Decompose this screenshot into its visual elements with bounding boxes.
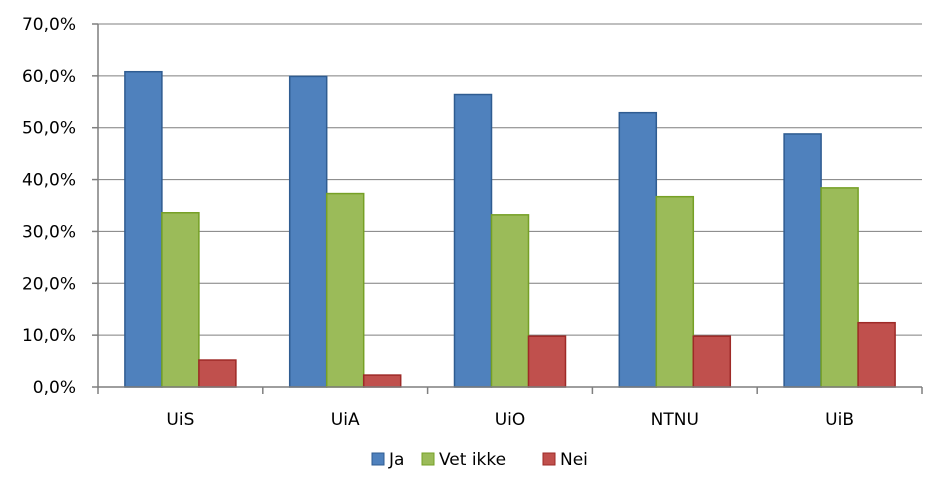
legend: Ja Vet ikke Nei bbox=[371, 450, 588, 470]
x-category-label: UiB bbox=[825, 410, 854, 430]
bar-ja-ntnu bbox=[618, 111, 658, 388]
bar-nei-ntnu bbox=[692, 335, 732, 388]
y-tick-label: 20,0% bbox=[22, 274, 76, 294]
legend-label: Vet ikke bbox=[439, 450, 506, 470]
legend-label: Ja bbox=[388, 450, 404, 470]
bar-ja-uis bbox=[124, 70, 163, 388]
y-tick-label: 10,0% bbox=[22, 326, 76, 346]
legend-label: Nei bbox=[560, 450, 588, 470]
axes bbox=[92, 23, 923, 394]
y-tick-label: 40,0% bbox=[22, 171, 76, 191]
x-axis-category-labels: UiS UiA UiO NTNU UiB bbox=[166, 410, 854, 430]
x-category-label: NTNU bbox=[651, 410, 699, 430]
bars bbox=[124, 70, 896, 388]
bar-nei-uia bbox=[362, 374, 402, 388]
y-tick-label: 60,0% bbox=[22, 67, 76, 87]
bar-vet-ikke-uib bbox=[820, 187, 859, 388]
y-tick-label: 30,0% bbox=[22, 222, 76, 242]
bar-nei-uio bbox=[527, 335, 567, 388]
x-category-label: UiS bbox=[166, 410, 194, 430]
bar-vet-ikke-ntnu bbox=[655, 195, 695, 388]
legend-swatch-nei bbox=[542, 452, 556, 466]
bar-vet-ikke-uio bbox=[490, 214, 530, 388]
x-category-label: UiA bbox=[331, 410, 360, 430]
y-tick-label: 50,0% bbox=[22, 119, 76, 139]
bar-ja-uia bbox=[288, 75, 328, 388]
x-category-label: UiO bbox=[495, 410, 526, 430]
bar-vet-ikke-uis bbox=[161, 212, 200, 388]
y-axis-tick-labels: 0,0% 10,0% 20,0% 30,0% 40,0% 50,0% 60,0% 70,0% bbox=[22, 15, 76, 398]
bar-ja-uio bbox=[453, 93, 493, 388]
bar-vet-ikke-uia bbox=[325, 192, 365, 388]
y-tick-label: 0,0% bbox=[33, 378, 76, 398]
bar-nei-uib bbox=[857, 321, 896, 388]
legend-swatch-ja bbox=[371, 452, 385, 466]
bar-nei-uis bbox=[198, 359, 237, 388]
legend-swatch-vet-ikke bbox=[421, 452, 435, 466]
bar-ja-uib bbox=[783, 133, 822, 388]
y-tick-label: 70,0% bbox=[22, 15, 76, 35]
